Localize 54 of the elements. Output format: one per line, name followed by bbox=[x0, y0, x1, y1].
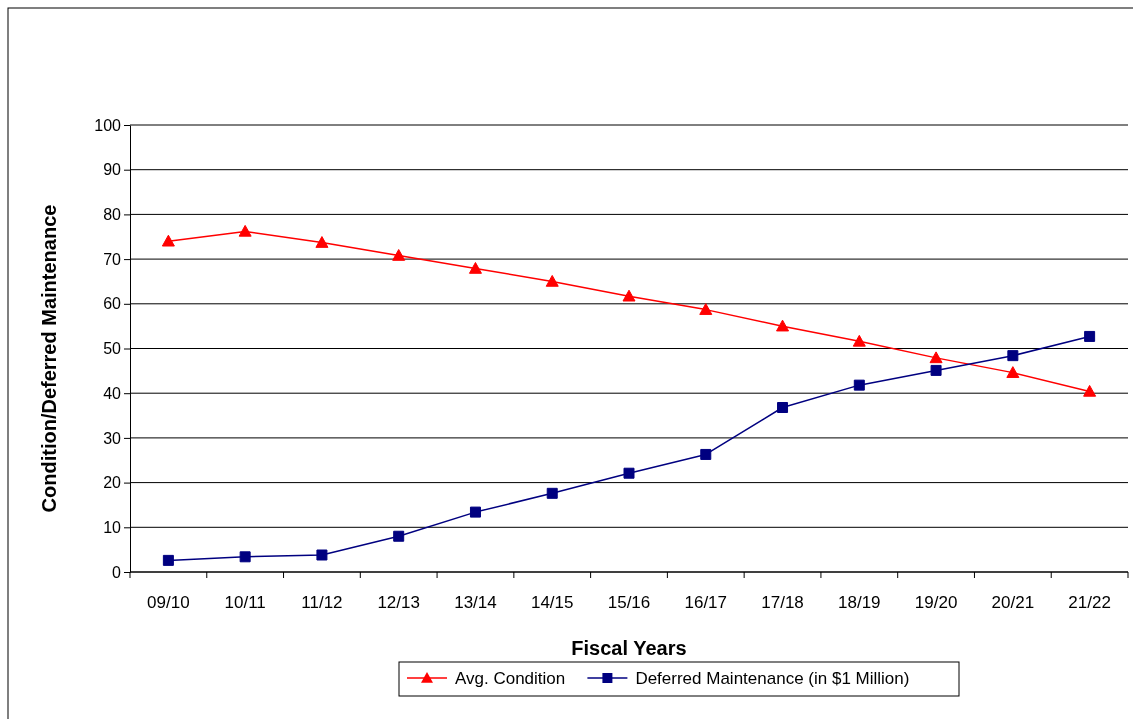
x-tick-label: 10/11 bbox=[224, 593, 266, 612]
legend-label: Deferred Maintenance (in $1 Million) bbox=[635, 669, 910, 688]
point bbox=[699, 303, 713, 315]
x-tick-label: 16/17 bbox=[684, 593, 728, 612]
point bbox=[239, 551, 251, 563]
point bbox=[162, 554, 174, 566]
point bbox=[315, 236, 329, 248]
point bbox=[930, 364, 942, 376]
point bbox=[161, 234, 175, 247]
x-tick-label: 15/16 bbox=[607, 593, 651, 612]
y-tick-label: 60 bbox=[103, 295, 122, 313]
point bbox=[469, 506, 481, 518]
x-tick-label: 20/21 bbox=[991, 593, 1035, 612]
point bbox=[546, 487, 558, 499]
x-tick-label: 12/13 bbox=[377, 593, 420, 612]
x-axis-title: Fiscal Years bbox=[571, 637, 687, 659]
y-tick-label: 100 bbox=[94, 116, 122, 134]
y-tick-label: 30 bbox=[103, 429, 122, 447]
point bbox=[316, 549, 328, 561]
point bbox=[776, 319, 790, 332]
point bbox=[545, 274, 559, 287]
y-tick-label: 80 bbox=[103, 206, 122, 224]
point bbox=[852, 334, 866, 347]
y-tick-label: 20 bbox=[103, 474, 122, 492]
x-tick-label: 11/12 bbox=[301, 593, 343, 612]
x-tick-label: 14/15 bbox=[530, 593, 574, 612]
point bbox=[1007, 350, 1019, 362]
point bbox=[700, 448, 712, 460]
x-tick-label: 19/20 bbox=[914, 593, 958, 612]
point bbox=[1006, 366, 1020, 378]
x-tick-label: 09/10 bbox=[147, 593, 190, 612]
point bbox=[468, 261, 482, 274]
x-tick-label: 17/18 bbox=[761, 593, 804, 612]
point bbox=[1083, 384, 1097, 397]
point bbox=[622, 289, 636, 302]
y-axis-title: Condition/Deferred Maintenance bbox=[38, 204, 60, 513]
y-tick-label: 70 bbox=[103, 250, 122, 268]
point bbox=[392, 249, 406, 261]
point bbox=[238, 224, 252, 237]
point bbox=[853, 379, 865, 391]
point bbox=[393, 530, 405, 542]
y-tick-label: 50 bbox=[103, 340, 122, 358]
x-tick-label: 18/19 bbox=[838, 593, 881, 612]
y-tick-label: 40 bbox=[103, 384, 122, 402]
y-tick-label: 90 bbox=[103, 161, 122, 179]
point bbox=[777, 402, 789, 413]
point bbox=[929, 351, 943, 364]
x-tick-label: 13/14 bbox=[454, 593, 497, 612]
y-tick-label: 10 bbox=[103, 518, 122, 536]
point bbox=[1084, 330, 1096, 342]
legend-label: Avg. Condition bbox=[455, 669, 566, 688]
y-tick-label: 0 bbox=[112, 563, 122, 581]
point bbox=[623, 467, 635, 479]
x-tick-label: 21/22 bbox=[1068, 593, 1111, 612]
